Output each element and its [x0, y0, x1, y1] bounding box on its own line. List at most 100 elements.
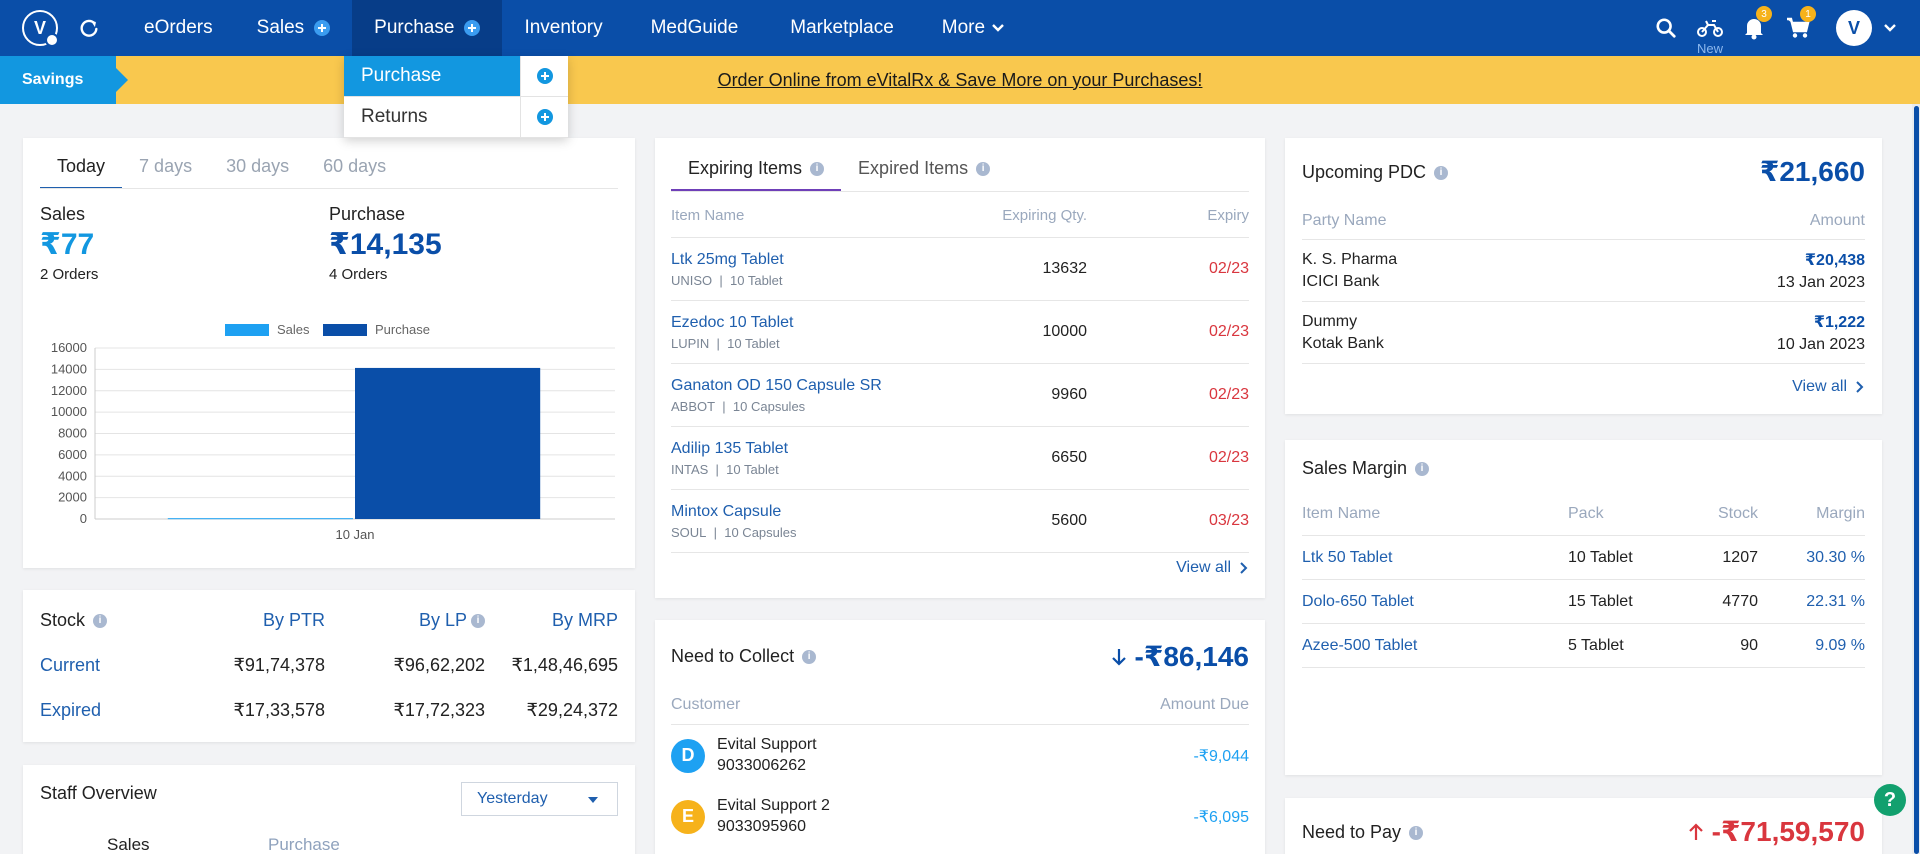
info-icon[interactable]: i	[93, 614, 108, 629]
search-icon[interactable]	[1646, 0, 1686, 56]
info-icon[interactable]: i	[1415, 462, 1430, 477]
expiring-qty: 10000	[1042, 323, 1088, 340]
item-name-link[interactable]: Ltk 25mg Tablet	[671, 250, 784, 268]
expiring-row[interactable]: Ganaton OD 150 Capsule SR ABBOT | 10 Caps…	[671, 364, 1249, 427]
bank-name: Kotak Bank	[1302, 334, 1384, 352]
tab-expiring-items[interactable]: Expiring Items i	[671, 152, 842, 191]
add-sales-icon[interactable]	[314, 20, 331, 36]
page-scrollbar[interactable]	[1912, 104, 1920, 854]
by-mrp-header[interactable]: By MRP	[551, 610, 618, 630]
item-name-link[interactable]: Mintox Capsule	[671, 502, 782, 520]
scrollbar-thumb[interactable]	[1914, 106, 1919, 854]
stock-expired-label[interactable]: Expired	[40, 700, 102, 720]
tab-30-days[interactable]: 30 days	[226, 156, 290, 176]
expiring-row[interactable]: Mintox Capsule SOUL | 10 Capsules 5600 03/2…	[671, 490, 1249, 553]
expiring-row[interactable]: Adilip 135 Tablet INTAS | 10 Tablet 6650 02…	[671, 427, 1249, 490]
dropdown-item-returns[interactable]: Returns	[344, 97, 568, 138]
pdc-amount-value: ₹20,438	[1804, 251, 1865, 269]
margin-title: Sales Margin i	[1302, 458, 1430, 479]
nav-purchase[interactable]: Purchase	[352, 0, 503, 56]
dropdown-purchase-label[interactable]: Purchase	[344, 56, 520, 96]
expiry-date: 02/23	[1208, 323, 1249, 340]
pdc-row[interactable]: K. S. Pharma ICICI Bank ₹20,438 13 Jan 2023	[1302, 240, 1865, 302]
nav-medguide[interactable]: MedGuide	[625, 0, 765, 56]
chevron-right-icon	[1856, 381, 1864, 393]
stock-current-label[interactable]: Current	[40, 655, 101, 675]
y-tick-label: 4000	[58, 468, 87, 483]
stock-header-row: Stock i By PTR By LP i By MRP	[40, 598, 618, 643]
margin-row[interactable]: Ltk 50 Tablet 10 Tablet 1207 30.30 %	[1302, 536, 1865, 580]
add-purchase-icon[interactable]	[464, 20, 481, 36]
collect-row[interactable]: D Evital Support 9033006262 -₹9,044	[671, 725, 1249, 786]
by-lp-header[interactable]: By LP i	[325, 610, 485, 631]
add-return-button[interactable]	[520, 97, 568, 137]
delivery-bike-icon[interactable]: New	[1690, 0, 1730, 56]
legend-swatch[interactable]	[225, 324, 269, 336]
margin-row[interactable]: Dolo-650 Tablet 15 Tablet 4770 22.31 %	[1302, 580, 1865, 624]
item-cell: Ganaton OD 150 Capsule SR ABBOT | 10 Caps…	[671, 377, 927, 414]
item-meta: UNISO | 10 Tablet	[671, 273, 927, 288]
expiring-row[interactable]: Ezedoc 10 Tablet LUPIN | 10 Tablet 10000 02…	[671, 301, 1249, 364]
evital-logo[interactable]: V	[22, 10, 59, 47]
dropdown-item-purchase[interactable]: Purchase	[344, 56, 568, 97]
tab-expired-items[interactable]: Expired Items i	[841, 152, 1007, 191]
notification-bell-icon[interactable]: 3	[1734, 0, 1774, 56]
info-icon[interactable]: i	[976, 162, 991, 177]
collect-row[interactable]: E Evital Support 2 9033095960 -₹6,095	[671, 786, 1249, 847]
dropdown-returns-label[interactable]: Returns	[361, 106, 428, 127]
add-purchase-button[interactable]	[520, 56, 568, 96]
col-item-name: Item Name	[1302, 504, 1381, 522]
staff-col-sales[interactable]: Sales	[107, 835, 150, 854]
refresh-icon[interactable]	[76, 15, 102, 41]
pdc-amount: ₹1,222 10 Jan 2023	[1777, 312, 1865, 354]
expiring-view-all-link[interactable]: View all	[1176, 559, 1249, 577]
nav-inventory[interactable]: Inventory	[502, 0, 624, 56]
nav-eorders[interactable]: eOrders	[122, 0, 235, 56]
col-expiring-qty: Expiring Qty.	[1002, 207, 1087, 224]
margin-row[interactable]: Azee-500 Tablet 5 Tablet 90 9.09 %	[1302, 624, 1865, 668]
bar-purchase[interactable]	[355, 367, 541, 519]
help-button[interactable]: ?	[1874, 784, 1906, 816]
staff-period-select[interactable]: Yesterday	[461, 782, 618, 816]
nav-sales[interactable]: Sales	[235, 0, 353, 56]
nav-marketplace[interactable]: Marketplace	[764, 0, 920, 56]
info-icon[interactable]: i	[1409, 826, 1424, 841]
summary-card: Today 7 days 30 days 60 days Sales ₹77 2…	[23, 138, 635, 568]
tab-60-days[interactable]: 60 days	[323, 156, 387, 176]
item-name-link[interactable]: Adilip 135 Tablet	[671, 439, 789, 457]
pay-total-value: -₹71,59,570	[1711, 816, 1865, 847]
item-name-link[interactable]: Ganaton OD 150 Capsule SR	[671, 376, 882, 394]
info-icon[interactable]: i	[810, 162, 825, 177]
legend-label[interactable]: Purchase	[375, 322, 430, 337]
item-maker: INTAS	[671, 461, 709, 477]
banner-link[interactable]: Order Online from eVitalRx & Save More o…	[717, 69, 1203, 90]
margin-item-link[interactable]: Ltk 50 Tablet	[1302, 548, 1393, 566]
expiring-row[interactable]: Ltk 25mg Tablet UNISO | 10 Tablet 13632 02/…	[671, 238, 1249, 301]
staff-col-purchase[interactable]: Purchase	[268, 835, 340, 854]
info-icon[interactable]: i	[1434, 166, 1449, 181]
margin-item-link[interactable]: Dolo-650 Tablet	[1302, 592, 1414, 610]
account-chevron-down-icon[interactable]	[1882, 23, 1898, 33]
bar-sales[interactable]	[167, 518, 353, 520]
item-name-link[interactable]: Ezedoc 10 Tablet	[671, 313, 794, 331]
nav-more[interactable]: More	[920, 0, 1027, 56]
user-avatar[interactable]: V	[1836, 10, 1872, 46]
stock-row-expired: Expired ₹17,33,578 ₹17,72,323 ₹29,24,372	[40, 688, 618, 733]
pdc-row[interactable]: Dummy Kotak Bank ₹1,222 10 Jan 2023	[1302, 302, 1865, 364]
separator: |	[712, 272, 730, 288]
pdc-view-all-link[interactable]: View all	[1792, 378, 1865, 396]
expiring-table-header: Item Name Expiring Qty. Expiry	[671, 194, 1249, 238]
by-ptr-header[interactable]: By PTR	[262, 610, 325, 630]
separator: |	[706, 524, 725, 540]
tab-7-days[interactable]: 7 days	[139, 156, 193, 176]
pay-total: -₹71,59,570	[1688, 815, 1865, 848]
info-icon[interactable]: i	[802, 650, 817, 665]
info-icon[interactable]: i	[471, 614, 485, 629]
legend-swatch[interactable]	[323, 324, 367, 336]
expiry-date: 02/23	[1208, 449, 1249, 466]
stock-current-mrp: ₹1,48,46,695	[511, 655, 618, 675]
legend-label[interactable]: Sales	[277, 322, 310, 337]
margin-value: 22.31 %	[1806, 592, 1865, 610]
margin-item-link[interactable]: Azee-500 Tablet	[1302, 636, 1418, 654]
cart-icon[interactable]: 1	[1778, 0, 1818, 56]
